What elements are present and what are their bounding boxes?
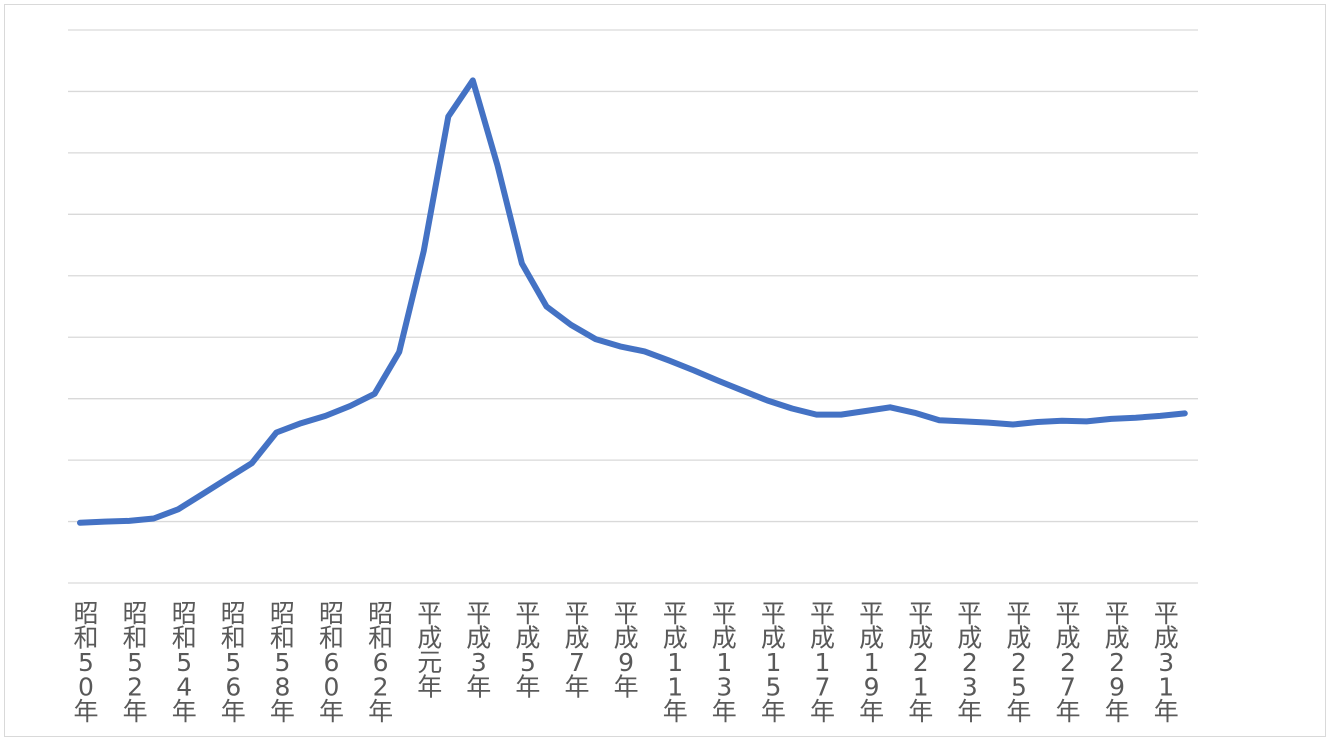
x-tick-label: 平成 2 9 年 xyxy=(1105,599,1130,726)
x-tick-label: 平成 7 年 xyxy=(564,599,589,702)
x-tick-label: 昭和 5 0 年 xyxy=(73,599,98,726)
x-tick-label: 昭和 6 2 年 xyxy=(368,599,393,726)
x-tick-label: 平成 2 5 年 xyxy=(1006,599,1031,726)
series-line-0 xyxy=(77,77,1188,526)
x-tick-label: 昭和 5 8 年 xyxy=(270,599,295,726)
x-tick-label: 平成 1 1 年 xyxy=(663,599,688,726)
x-tick-label: 平成 2 3 年 xyxy=(957,599,982,726)
x-tick-label: 昭和 5 6 年 xyxy=(221,599,246,726)
x-axis-tick-labels: 昭和 5 0 年昭和 5 2 年昭和 5 4 年昭和 5 6 年昭和 5 8 年昭和 6 0 年昭和 6 2 年平成元年平… xyxy=(73,599,1178,726)
x-tick-label: 平成 2 1 年 xyxy=(908,599,933,726)
x-tick-label: 平成 3 年 xyxy=(466,599,491,702)
x-tick-label: 平成 5 年 xyxy=(515,599,540,702)
x-tick-label: 平成 9 年 xyxy=(614,599,639,702)
x-tick-label: 平成 1 3 年 xyxy=(712,599,737,726)
series-layer xyxy=(77,77,1188,526)
x-tick-label: 平成元年 xyxy=(417,599,442,702)
x-tick-label: 平成 1 5 年 xyxy=(761,599,786,726)
chart-frame xyxy=(4,4,1326,737)
x-tick-label: 昭和 5 4 年 xyxy=(172,599,197,726)
x-tick-label: 平成 1 7 年 xyxy=(810,599,835,726)
x-tick-label: 平成 2 7 年 xyxy=(1055,599,1080,726)
x-tick-label: 平成 3 1 年 xyxy=(1154,599,1179,726)
x-tick-label: 昭和 6 0 年 xyxy=(319,599,344,726)
gridlines xyxy=(68,29,1198,584)
x-tick-label: 昭和 5 2 年 xyxy=(123,599,148,726)
x-tick-label: 平成 1 9 年 xyxy=(859,599,884,726)
